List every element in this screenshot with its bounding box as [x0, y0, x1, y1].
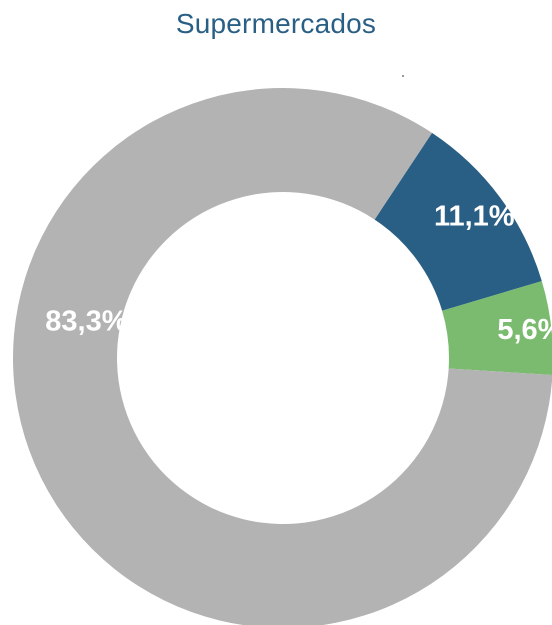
slice-data-label: 5,6%	[497, 314, 552, 346]
donut-slice	[442, 281, 552, 376]
stray-dot-mark	[402, 75, 404, 77]
chart-title: Supermercados	[175, 8, 377, 39]
labels-layer: 11,1% 5,6% 83,3%	[45, 200, 552, 346]
donut-slice	[374, 132, 542, 311]
slice-data-label: 11,1%	[434, 200, 515, 232]
slice-data-label: 83,3%	[45, 305, 127, 337]
slices-layer	[13, 88, 552, 625]
donut-slice	[13, 88, 552, 625]
